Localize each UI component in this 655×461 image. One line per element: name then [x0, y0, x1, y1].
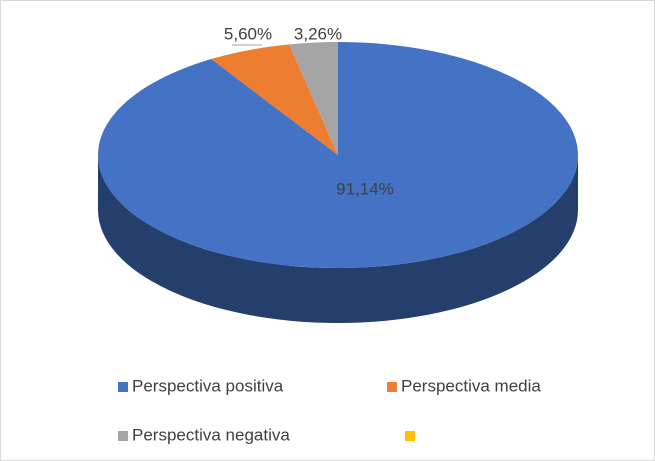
legend-swatch [118, 431, 128, 441]
legend-label: Perspectiva media [401, 376, 541, 395]
data-label: 91,14% [336, 179, 394, 198]
legend-label: Perspectiva negativa [132, 425, 290, 444]
legend-label: Perspectiva positiva [132, 376, 284, 395]
data-label: 3,26% [294, 24, 342, 43]
legend-swatch [387, 382, 397, 392]
legend-swatch [118, 382, 128, 392]
slice [211, 44, 338, 155]
slice [289, 42, 338, 155]
legend-swatch [405, 431, 415, 441]
slice-side [98, 155, 578, 323]
data-label: 5,60% [224, 24, 272, 43]
